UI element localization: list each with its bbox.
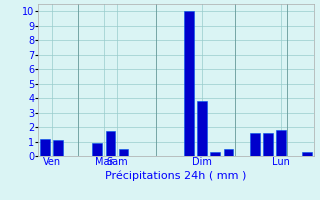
Bar [250, 133, 260, 156]
Bar [40, 139, 50, 156]
Bar [263, 133, 273, 156]
Bar [276, 130, 286, 156]
Bar [106, 131, 116, 156]
Bar [211, 152, 220, 156]
Bar [119, 149, 129, 156]
Bar [302, 152, 312, 156]
Bar [197, 101, 207, 156]
X-axis label: Précipitations 24h ( mm ): Précipitations 24h ( mm ) [105, 170, 247, 181]
Bar [53, 140, 63, 156]
Bar [92, 143, 102, 156]
Bar [184, 11, 194, 156]
Bar [223, 149, 233, 156]
